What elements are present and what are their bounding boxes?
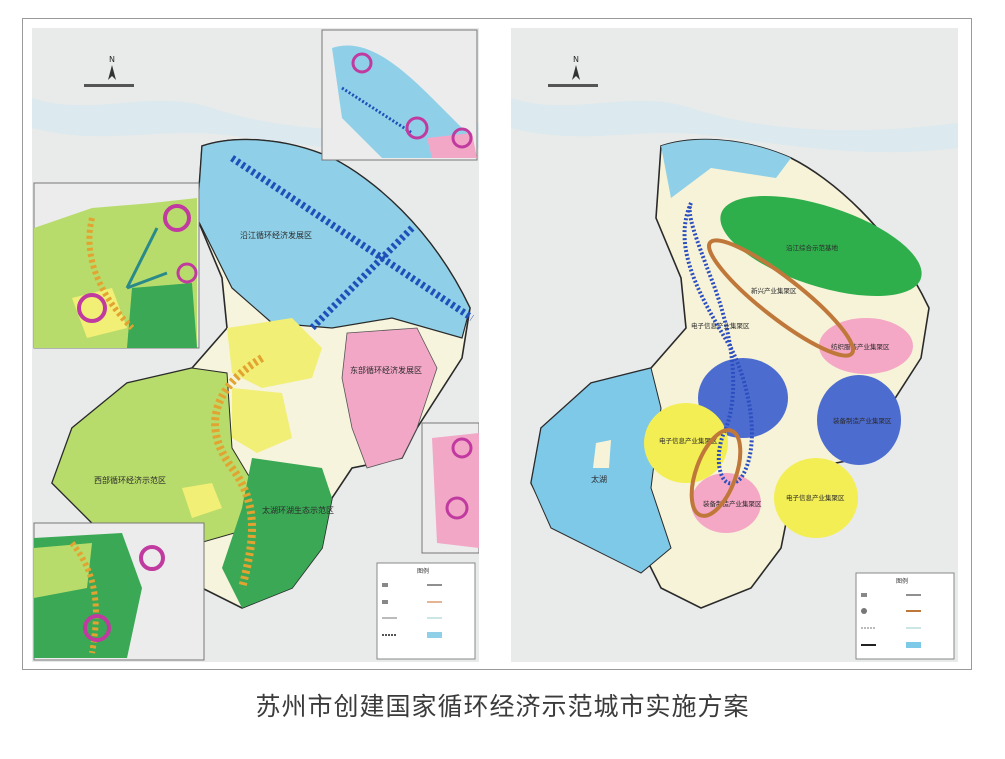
scale-bar-icon — [84, 84, 134, 87]
taihu-lake — [530, 367, 672, 574]
right-map: 太湖 沿江综合示范基地 纺织服装产业集聚区 装备制造产业集聚区 电子信息产业集聚… — [511, 28, 958, 662]
left-legend: 图例 — [376, 562, 476, 660]
zone-label-east: 东部循环经济发展区 — [350, 365, 422, 375]
cluster-pink-south — [691, 473, 761, 533]
cluster-yellow-west — [644, 403, 728, 483]
legend-title: 图例 — [417, 567, 429, 575]
left-zone-east — [341, 327, 438, 469]
zone-label-lake: 太湖环湖生态示范区 — [262, 505, 334, 515]
legend-title-right: 图例 — [896, 577, 908, 585]
cluster-label-2: 新兴产业集聚区 — [751, 286, 797, 295]
right-map-panel: 太湖 沿江综合示范基地 纺织服装产业集聚区 装备制造产业集聚区 电子信息产业集聚… — [511, 28, 958, 662]
compass-icon-right — [572, 65, 580, 80]
zone-label-north: 沿江循环经济发展区 — [240, 230, 312, 240]
cluster-yellow-south — [774, 458, 858, 538]
figure-frame: 沿江循环经济发展区 东部循环经济发展区 西部循环经济示范区 太湖环湖生态示范区 … — [22, 18, 972, 670]
cluster-label-7: 电子信息产业集聚区 — [786, 493, 845, 502]
right-legend: 图例 — [855, 572, 955, 660]
inset-bottom-right — [421, 422, 479, 554]
cluster-label-1: 电子信息产业集聚区 — [659, 436, 718, 445]
cluster-label-3: 纺织服装产业集聚区 — [831, 342, 890, 351]
inset-left-middle — [33, 182, 200, 349]
cluster-label-5: 电子信息产业集聚区 — [691, 321, 750, 330]
cluster-label-4: 装备制造产业集聚区 — [833, 416, 892, 425]
zone-label-west: 西部循环经济示范区 — [94, 475, 166, 485]
figure-caption: 苏州市创建国家循环经济示范城市实施方案 — [255, 692, 750, 721]
left-zone-north — [196, 138, 471, 339]
left-map: 沿江循环经济发展区 东部循环经济发展区 西部循环经济示范区 太湖环湖生态示范区 … — [32, 28, 479, 662]
north-arrow-icon: N — [109, 55, 115, 64]
cluster-blue-east — [817, 375, 901, 465]
cluster-label-6: 装备制造产业集聚区 — [703, 499, 762, 508]
cluster-green — [720, 195, 922, 297]
north-arrow-icon-right: N — [573, 55, 579, 64]
cluster-blue-center — [698, 358, 788, 438]
compass-icon — [108, 65, 116, 80]
cluster-label-0: 沿江综合示范基地 — [786, 243, 839, 252]
inset-bottom-left — [33, 522, 205, 661]
inset-top-right — [321, 29, 478, 161]
left-map-panel: 沿江循环经济发展区 东部循环经济发展区 西部循环经济示范区 太湖环湖生态示范区 … — [32, 28, 479, 662]
lake-label: 太湖 — [591, 474, 607, 484]
scale-bar-icon-right — [548, 84, 598, 87]
